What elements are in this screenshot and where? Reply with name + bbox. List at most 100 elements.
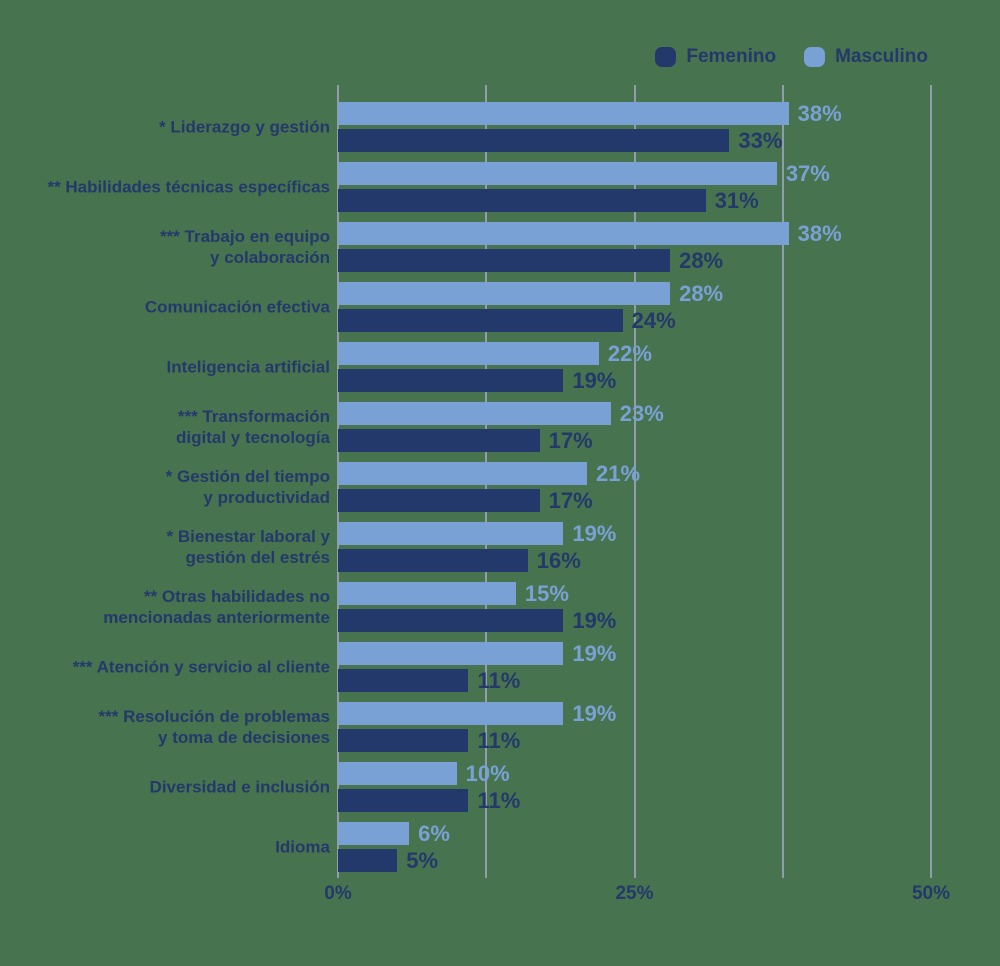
x-axis-tick-label: 25% xyxy=(615,883,654,904)
category-row: ** Habilidades técnicas específicas 37% … xyxy=(0,157,931,217)
bar-masculino: 19% xyxy=(338,641,616,666)
value-label-masculino: 19% xyxy=(572,700,617,726)
legend-swatch-icon xyxy=(804,47,826,67)
value-label-masculino: 6% xyxy=(418,820,450,846)
category-label: *** Trabajo en equipo y colaboración xyxy=(159,227,330,267)
x-axis-tick-label: 0% xyxy=(324,883,352,904)
legend-label: Masculino xyxy=(835,46,928,67)
bar-femenino: 11% xyxy=(338,788,520,813)
legend-swatch-icon xyxy=(655,47,677,67)
value-label-femenino: 17% xyxy=(548,427,593,453)
category-row: Idioma 6% 5% xyxy=(0,817,931,877)
value-label-femenino: 28% xyxy=(679,247,724,273)
value-label-femenino: 31% xyxy=(714,187,759,213)
category-row: Comunicación efectiva 28% 24% xyxy=(0,277,931,337)
bar-femenino: 24% xyxy=(338,308,676,333)
category-label: Inteligencia artificial xyxy=(166,357,330,377)
value-label-masculino: 38% xyxy=(797,100,842,126)
legend-item: Masculino xyxy=(804,46,928,68)
category-label: * Liderazgo y gestión xyxy=(159,117,330,137)
category-label: * Bienestar laboral y gestión del estrés xyxy=(166,527,330,567)
legend: Femenino Masculino xyxy=(655,46,928,68)
value-label-femenino: 19% xyxy=(572,367,617,393)
category-label: Comunicación efectiva xyxy=(144,297,330,317)
bar-masculino: 22% xyxy=(338,341,652,366)
category-label: * Gestión del tiempo y productividad xyxy=(165,467,330,507)
category-row: * Liderazgo y gestión 38% 33% xyxy=(0,97,931,157)
category-row: Diversidad e inclusión 10% 11% xyxy=(0,757,931,817)
bar-femenino: 19% xyxy=(338,368,616,393)
bar-femenino: 28% xyxy=(338,248,723,273)
value-label-femenino: 24% xyxy=(631,307,676,333)
category-row: *** Resolución de problemas y toma de de… xyxy=(0,697,931,757)
value-label-masculino: 19% xyxy=(572,520,617,546)
bar-masculino: 6% xyxy=(338,821,450,846)
x-axis-ticks: 0% 25% 50% xyxy=(324,883,950,909)
bar-pair: 19% 11% xyxy=(338,641,931,693)
bar-masculino: 19% xyxy=(338,701,616,726)
bar-pair: 23% 17% xyxy=(338,401,931,453)
category-label: *** Atención y servicio al cliente xyxy=(72,657,330,677)
value-label-masculino: 19% xyxy=(572,640,617,666)
category-label: *** Transformación digital y tecnología xyxy=(176,407,330,447)
value-label-femenino: 5% xyxy=(406,847,439,873)
bar-femenino: 17% xyxy=(338,488,593,513)
category-row: *** Trabajo en equipo y colaboración 38%… xyxy=(0,217,931,277)
value-label-femenino: 11% xyxy=(477,667,521,693)
value-label-femenino: 17% xyxy=(548,487,593,513)
bar-masculino: 23% xyxy=(338,401,664,426)
bar-masculino: 19% xyxy=(338,521,616,546)
value-label-masculino: 37% xyxy=(785,160,830,186)
legend-label: Femenino xyxy=(686,46,777,67)
x-axis-tick-label: 50% xyxy=(911,883,951,904)
category-row: *** Transformación digital y tecnología … xyxy=(0,397,931,457)
bar-femenino: 17% xyxy=(338,428,593,453)
value-label-masculino: 15% xyxy=(524,580,569,606)
category-row: * Bienestar laboral y gestión del estrés… xyxy=(0,517,931,577)
bar-masculino: 38% xyxy=(338,101,842,126)
bar-pair: 19% 11% xyxy=(338,701,931,753)
bar-masculino: 37% xyxy=(338,161,830,186)
bar-femenino: 16% xyxy=(338,548,581,573)
value-label-femenino: 19% xyxy=(572,607,617,633)
category-rows: * Liderazgo y gestión 38% 33% ** Habilid… xyxy=(0,97,931,877)
value-label-masculino: 23% xyxy=(619,400,664,426)
category-label: ** Habilidades técnicas específicas xyxy=(47,177,330,197)
bar-masculino: 21% xyxy=(338,461,640,486)
bar-femenino: 33% xyxy=(338,128,782,153)
category-row: ** Otras habilidades no mencionadas ante… xyxy=(0,577,931,637)
bar-pair: 21% 17% xyxy=(338,461,931,513)
bar-pair: 10% 11% xyxy=(338,761,931,813)
category-row: Inteligencia artificial 22% 19% xyxy=(0,337,931,397)
bar-masculino: 10% xyxy=(338,761,510,786)
category-label: *** Resolución de problemas y toma de de… xyxy=(98,707,330,747)
bar-femenino: 5% xyxy=(338,848,438,873)
category-label: Idioma xyxy=(275,837,330,857)
value-label-masculino: 38% xyxy=(797,220,842,246)
bar-pair: 22% 19% xyxy=(338,341,931,393)
bar-pair: 28% 24% xyxy=(338,281,931,333)
value-label-masculino: 28% xyxy=(679,280,724,306)
bar-masculino: 28% xyxy=(338,281,723,306)
gridline xyxy=(930,85,932,878)
value-label-femenino: 11% xyxy=(477,727,521,753)
bar-pair: 38% 33% xyxy=(338,101,931,153)
bar-pair: 6% 5% xyxy=(338,821,931,873)
value-label-femenino: 16% xyxy=(536,547,581,573)
value-label-femenino: 11% xyxy=(477,787,521,813)
legend-item: Femenino xyxy=(655,46,776,68)
category-row: *** Atención y servicio al cliente 19% 1… xyxy=(0,637,931,697)
bar-femenino: 19% xyxy=(338,608,616,633)
value-label-femenino: 33% xyxy=(738,127,783,153)
bar-masculino: 38% xyxy=(338,221,842,246)
bar-masculino: 15% xyxy=(338,581,569,606)
bar-femenino: 11% xyxy=(338,728,520,753)
bar-femenino: 31% xyxy=(338,188,759,213)
value-label-masculino: 22% xyxy=(607,340,652,366)
bar-pair: 15% 19% xyxy=(338,581,931,633)
category-label: Diversidad e inclusión xyxy=(149,777,330,797)
category-row: * Gestión del tiempo y productividad 21%… xyxy=(0,457,931,517)
value-label-masculino: 10% xyxy=(465,760,510,786)
gridline xyxy=(633,85,636,878)
